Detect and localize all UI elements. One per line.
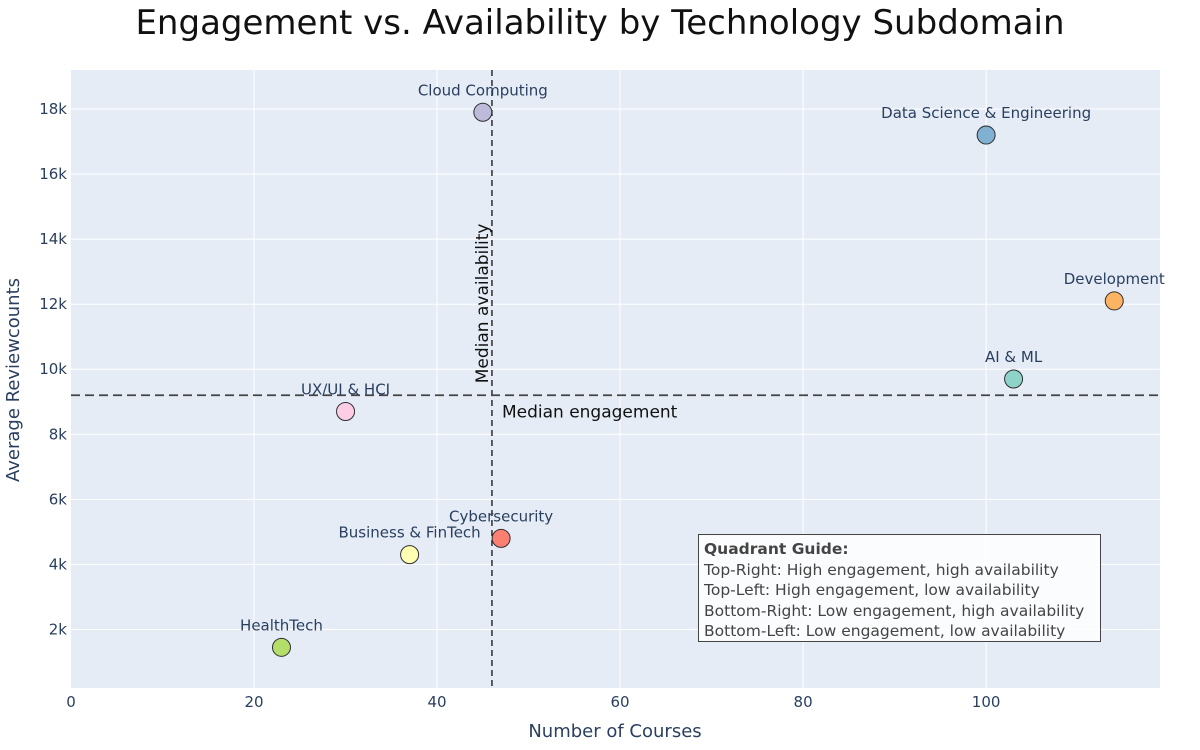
y-axis-title: Average Reviewcounts: [3, 278, 24, 482]
x-tick-label: 0: [66, 693, 76, 711]
y-tick-label: 6k: [49, 490, 68, 508]
median-availability-label: Median availability: [473, 224, 493, 384]
data-point-label: Data Science & Engineering: [881, 104, 1091, 122]
axis-ticks: 0 20 40 60 80 100 2k 4k 6k 8k 10k 12k 14k 16k 18k: [39, 100, 1000, 711]
quadrant-guide: Quadrant Guide: Top-Right: High engageme…: [698, 534, 1101, 642]
x-tick-label: 20: [244, 693, 263, 711]
data-point: [976, 125, 996, 145]
data-point-label: Cloud Computing: [418, 81, 548, 99]
y-tick-label: 4k: [49, 555, 68, 573]
chart-title: Engagement vs. Availability by Technolog…: [135, 3, 1064, 43]
data-point: [271, 637, 291, 657]
data-point: [336, 402, 356, 422]
x-tick-label: 60: [611, 693, 630, 711]
y-tick-label: 2k: [49, 620, 68, 638]
data-points: Cloud Computing Data Science & Engineerin…: [240, 81, 1165, 657]
median-engagement-label: Median engagement: [502, 402, 678, 422]
y-tick-label: 12k: [39, 295, 67, 313]
quadrant-guide-line: Top-Left: High engagement, low availabil…: [704, 581, 1040, 600]
gridlines: [71, 70, 1160, 688]
x-axis-title: Number of Courses: [528, 721, 701, 742]
quadrant-guide-line: Bottom-Left: Low engagement, low availab…: [704, 622, 1066, 641]
data-point: [473, 102, 493, 122]
y-tick-label: 14k: [39, 230, 67, 248]
x-tick-label: 100: [972, 693, 1001, 711]
data-point-label: UX/UI & HCI: [301, 381, 390, 399]
data-point-label: Business & FinTech: [339, 524, 481, 542]
y-tick-label: 10k: [39, 360, 67, 378]
y-tick-label: 16k: [39, 165, 67, 183]
quadrant-guide-title: Quadrant Guide:: [704, 540, 849, 558]
data-point: [400, 545, 420, 565]
reference-lines: Median availability Median engagement: [71, 70, 1160, 688]
data-point: [1004, 369, 1024, 389]
quadrant-guide-line: Top-Right: High engagement, high availab…: [704, 560, 1059, 579]
data-point-label: Cybersecurity: [449, 507, 553, 525]
y-tick-label: 8k: [49, 425, 68, 443]
data-point-label: HealthTech: [240, 616, 323, 634]
y-tick-label: 18k: [39, 100, 67, 118]
quadrant-guide-line: Bottom-Right: Low engagement, high avail…: [704, 601, 1085, 620]
data-point-label: AI & ML: [985, 348, 1043, 366]
data-point-label: Development: [1064, 270, 1165, 288]
data-point: [1104, 291, 1124, 311]
x-tick-label: 40: [428, 693, 447, 711]
x-tick-label: 80: [794, 693, 813, 711]
data-point: [491, 528, 511, 548]
